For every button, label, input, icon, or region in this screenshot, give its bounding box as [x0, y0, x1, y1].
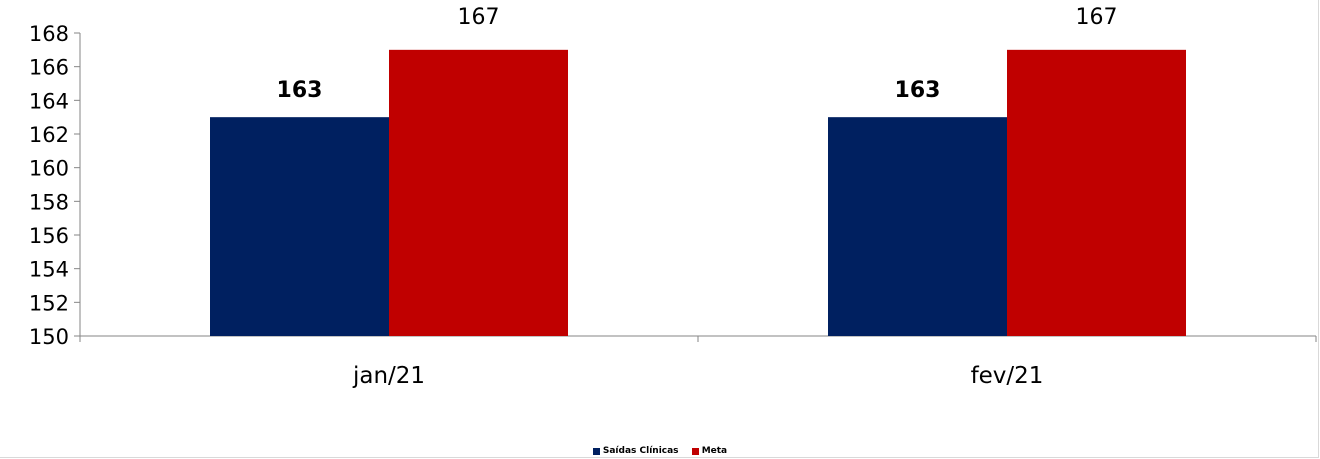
data-label-meta: 167 — [1076, 5, 1118, 30]
legend-label-meta: Meta — [701, 446, 728, 456]
bar-meta — [1007, 49, 1186, 336]
legend-item-meta: Meta — [691, 446, 728, 456]
y-tick-label: 168 — [29, 22, 69, 46]
bar-saidas-clinicas — [828, 117, 1007, 337]
y-tick-label: 156 — [29, 224, 69, 248]
y-tick-label: 164 — [29, 89, 69, 113]
data-label-saidas-clinicas: 163 — [895, 78, 941, 103]
legend-label-saidas-clinicas: Saídas Clínicas — [602, 446, 679, 456]
bar-saidas-clinicas — [210, 117, 389, 337]
y-tick-label: 166 — [29, 56, 69, 80]
x-tick-label: jan/21 — [352, 363, 425, 389]
y-tick-label: 150 — [29, 325, 69, 349]
y-tick-label: 154 — [29, 258, 69, 282]
data-label-saidas-clinicas: 163 — [277, 78, 323, 103]
y-tick-label: 160 — [29, 157, 69, 181]
data-label-meta: 167 — [458, 5, 500, 30]
y-tick-label: 158 — [29, 190, 69, 214]
legend: Saídas Clínicas Meta — [0, 446, 1320, 458]
x-tick-label: fev/21 — [971, 363, 1044, 389]
bar-meta — [389, 49, 568, 336]
legend-item-saidas-clinicas: Saídas Clínicas — [592, 446, 679, 456]
legend-swatch-meta — [691, 447, 699, 455]
y-tick-label: 152 — [29, 291, 69, 315]
y-tick-label: 162 — [29, 123, 69, 147]
legend-swatch-saidas-clinicas — [592, 447, 600, 455]
